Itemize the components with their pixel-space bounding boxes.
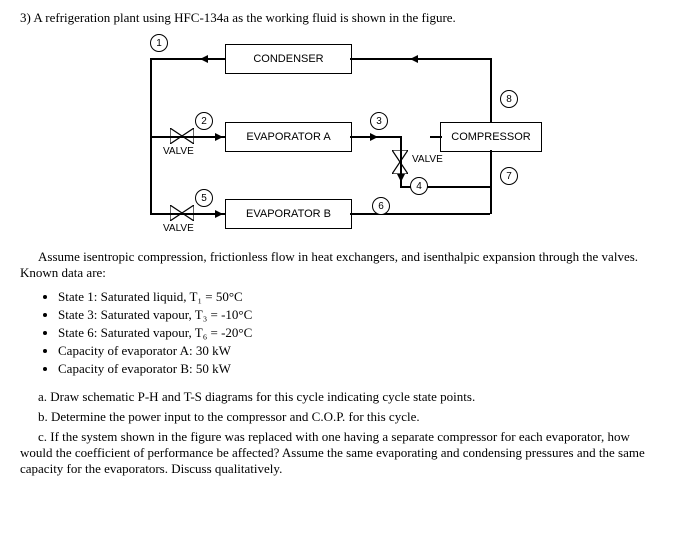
arrow-icon — [410, 55, 418, 63]
line — [430, 136, 442, 138]
arrow-icon — [215, 133, 223, 141]
arrow-icon — [215, 210, 223, 218]
evaporator-a-box: EVAPORATOR A — [225, 122, 352, 152]
known-data-list: State 1: Saturated liquid, T₁ = 50°C Sta… — [40, 289, 659, 377]
state-node-4: 4 — [410, 177, 428, 195]
data-item: Capacity of evaporator A: 30 kW — [58, 343, 659, 359]
arrow-icon — [370, 133, 378, 141]
line — [350, 58, 490, 60]
compressor-box: COMPRESSOR — [440, 122, 542, 152]
line — [150, 58, 225, 60]
arrow-icon — [397, 174, 405, 182]
assumptions-text: Assume isentropic compression, frictionl… — [20, 249, 659, 281]
state-node-7: 7 — [500, 167, 518, 185]
valve-label: VALVE — [412, 154, 443, 165]
problem-title: 3) A refrigeration plant using HFC-134a … — [20, 10, 659, 26]
state-node-5: 5 — [195, 189, 213, 207]
valve-icon — [170, 205, 194, 221]
data-item: Capacity of evaporator B: 50 kW — [58, 361, 659, 377]
valve-label: VALVE — [163, 223, 194, 234]
data-item: State 3: Saturated vapour, T₃ = -10°C — [58, 307, 659, 323]
question-a: a. Draw schematic P-H and T-S diagrams f… — [20, 389, 659, 405]
questions-block: a. Draw schematic P-H and T-S diagrams f… — [20, 389, 659, 477]
evaporator-b-box: EVAPORATOR B — [225, 199, 352, 229]
valve-icon — [392, 150, 408, 174]
data-item: State 1: Saturated liquid, T₁ = 50°C — [58, 289, 659, 305]
state-node-6: 6 — [372, 197, 390, 215]
state-node-8: 8 — [500, 90, 518, 108]
arrow-icon — [200, 55, 208, 63]
condenser-box: CONDENSER — [225, 44, 352, 74]
valve-icon — [170, 128, 194, 144]
line — [490, 150, 492, 214]
line — [490, 58, 492, 123]
state-node-1: 1 — [150, 34, 168, 52]
state-node-2: 2 — [195, 112, 213, 130]
state-node-3: 3 — [370, 112, 388, 130]
valve-label: VALVE — [163, 146, 194, 157]
line — [350, 213, 490, 215]
data-item: State 6: Saturated vapour, T₆ = -20°C — [58, 325, 659, 341]
question-b: b. Determine the power input to the comp… — [20, 409, 659, 425]
question-c: c. If the system shown in the figure was… — [20, 429, 659, 477]
refrigeration-diagram: CONDENSER EVAPORATOR A EVAPORATOR B COMP… — [130, 34, 550, 234]
